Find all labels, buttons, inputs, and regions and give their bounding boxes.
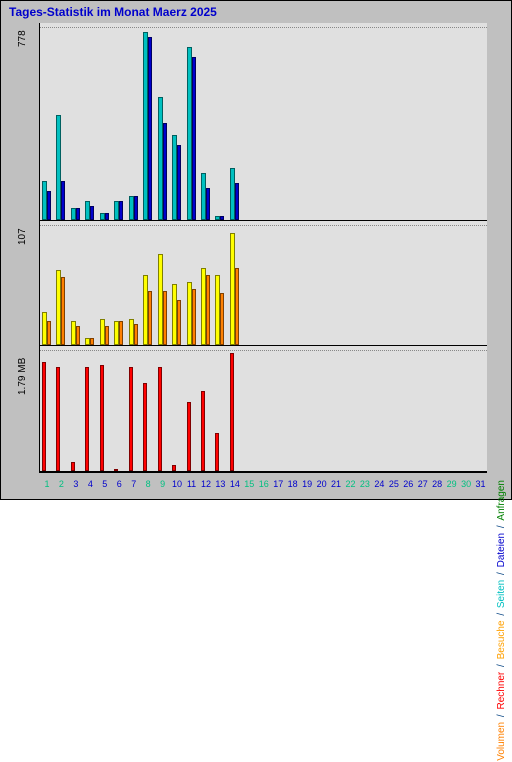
bar [76,208,80,219]
bar [230,353,234,471]
bar [163,123,167,220]
legend-item: Rechner [496,672,507,710]
bar [100,365,104,471]
legend-item: Anfragen [496,480,507,521]
bar [163,291,167,345]
y-label: 1.79 MB [17,358,28,395]
bar [201,391,205,471]
gridline [40,27,487,28]
bar [172,465,176,471]
x-label: 21 [329,479,343,489]
bar [220,293,224,345]
gridline [40,225,487,226]
bar [61,277,65,345]
bar [90,338,94,346]
x-label: 16 [257,479,271,489]
bar [177,145,181,219]
x-label: 27 [416,479,430,489]
legend-sep: / [496,569,507,577]
y-label: 778 [17,30,28,47]
x-label: 28 [430,479,444,489]
legend-item: Volumen [496,722,507,761]
bar [192,289,196,346]
panel-mid [40,221,487,347]
x-label: 14 [228,479,242,489]
bar [187,402,191,471]
x-label: 10 [170,479,184,489]
x-label: 17 [271,479,285,489]
bar [235,268,239,346]
bar [134,324,138,346]
y-label: 107 [17,228,28,245]
x-label: 26 [401,479,415,489]
legend: Volumen / Rechner / Besuche / Seiten / D… [496,479,507,762]
x-label: 23 [358,479,372,489]
bar [235,183,239,219]
x-label: 13 [213,479,227,489]
chart-area [39,23,487,473]
legend-sep: / [496,712,507,720]
x-label: 4 [83,479,97,489]
bar [61,181,65,220]
x-label: 1 [40,479,54,489]
bar [134,196,138,220]
x-label: 15 [242,479,256,489]
x-label: 29 [445,479,459,489]
x-label: 24 [372,479,386,489]
legend-item: Seiten [496,580,507,608]
bar [215,433,219,471]
bar [192,57,196,220]
bar [158,367,162,471]
x-label: 3 [69,479,83,489]
bar [85,367,89,471]
legend-sep: / [496,610,507,618]
x-label: 12 [199,479,213,489]
stat-container: Tages-Statistik im Monat Maerz 2025 778 1… [0,0,512,500]
chart-title: Tages-Statistik im Monat Maerz 2025 [9,5,217,19]
bar [47,191,51,220]
bar [148,37,152,220]
bar [206,188,210,219]
x-label: 6 [112,479,126,489]
x-label: 7 [127,479,141,489]
bar [56,367,60,471]
legend-sep: / [496,661,507,669]
x-label: 11 [185,479,199,489]
gridline [40,350,487,351]
bar [119,321,123,345]
bar [105,326,109,345]
bar [90,206,94,220]
x-label: 18 [286,479,300,489]
bar [129,367,133,471]
bar [119,201,123,220]
bar [42,362,46,471]
bar [105,213,109,219]
x-label: 9 [156,479,170,489]
x-label: 8 [141,479,155,489]
bar [143,383,147,471]
bar [220,216,224,220]
panel-top [40,23,487,221]
bar [71,462,75,471]
x-label: 31 [474,479,488,489]
bar [47,321,51,345]
x-label: 30 [459,479,473,489]
panel-bot [40,346,487,472]
x-label: 25 [387,479,401,489]
legend-item: Besuche [496,620,507,659]
legend-item: Dateien [496,533,507,567]
bar [148,291,152,345]
x-label: 20 [315,479,329,489]
x-label: 22 [343,479,357,489]
bar [114,469,118,471]
x-label: 19 [300,479,314,489]
bar [76,326,80,345]
bar [206,275,210,346]
bar [177,300,181,345]
x-label: 2 [54,479,68,489]
legend-sep: / [496,523,507,531]
x-label: 5 [98,479,112,489]
